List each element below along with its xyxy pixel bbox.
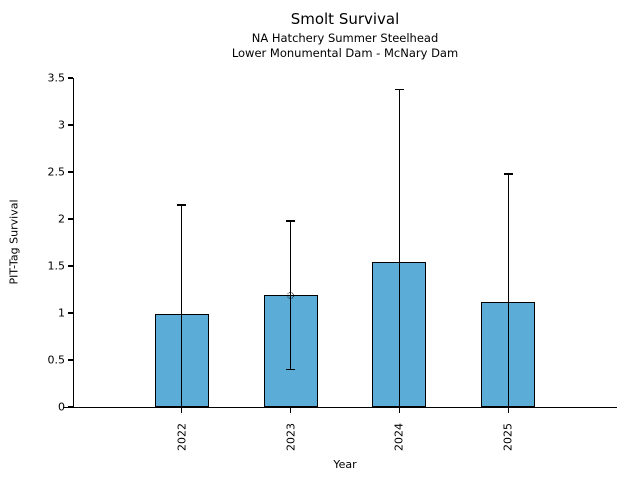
error-bar-line-2022 (181, 204, 183, 407)
error-bar-lower-cap-2023 (286, 368, 296, 371)
error-bar-upper-cap-2025 (503, 173, 513, 175)
x-tick-mark-2024 (398, 408, 401, 414)
x-axis-spine (63, 407, 617, 409)
y-tick-mark (68, 218, 73, 220)
y-tick-mark (68, 77, 73, 79)
chart-subtitle-line2: Lower Monumental Dam - McNary Dam (231, 46, 459, 60)
chart-title: Smolt Survival (290, 10, 400, 28)
y-tick-label: 0 (58, 400, 65, 414)
x-tick-label-2022: 2022 (175, 423, 189, 451)
y-tick-label: 0.5 (47, 353, 66, 367)
y-tick-label: 1 (58, 306, 65, 320)
y-tick-mark (68, 171, 73, 173)
y-tick-label: 3 (58, 118, 65, 132)
y-tick-label: 2 (58, 212, 65, 226)
y-tick-mark (68, 406, 73, 408)
y-tick-label: 3.5 (47, 71, 66, 85)
y-tick-mark (68, 359, 73, 361)
x-tick-label-2023: 2023 (284, 423, 298, 451)
y-tick-mark (68, 124, 73, 126)
x-tick-label-2024: 2024 (392, 423, 406, 451)
y-tick-mark (68, 312, 73, 314)
error-bar-line-2025 (507, 173, 509, 407)
x-tick-label-2025: 2025 (501, 423, 515, 451)
chart-subtitle-line1: NA Hatchery Summer Steelhead (251, 31, 439, 45)
x-tick-mark-2022 (181, 408, 183, 414)
error-bar-upper-cap-2022 (177, 204, 187, 206)
y-tick-mark (68, 265, 73, 267)
point-marker-2023 (287, 291, 295, 299)
error-bar-line-2024 (398, 89, 401, 407)
error-bar-upper-cap-2023 (286, 220, 296, 222)
x-tick-mark-2023 (289, 408, 292, 414)
error-bar-upper-cap-2024 (394, 88, 404, 90)
y-axis-spine (73, 78, 75, 407)
x-axis-label: Year (333, 458, 357, 471)
y-tick-label: 1.5 (47, 259, 66, 273)
x-tick-mark-2025 (507, 408, 509, 414)
y-tick-label: 2.5 (47, 165, 66, 179)
